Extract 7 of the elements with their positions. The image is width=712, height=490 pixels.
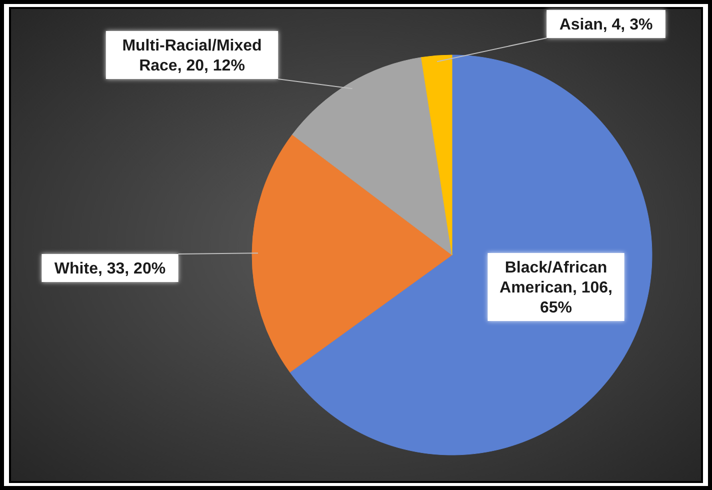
slice-label: Multi-Racial/Mixed Race, 20, 12% bbox=[122, 38, 262, 75]
slice-label: White, 33, 20% bbox=[54, 260, 166, 278]
pie-slice bbox=[292, 57, 452, 256]
pie-slice bbox=[421, 54, 452, 256]
slice-label: Asian, 4, 3% bbox=[559, 16, 653, 34]
pie-slice bbox=[252, 134, 452, 372]
slice-label: Black/African American, 106, 65% bbox=[500, 260, 612, 317]
